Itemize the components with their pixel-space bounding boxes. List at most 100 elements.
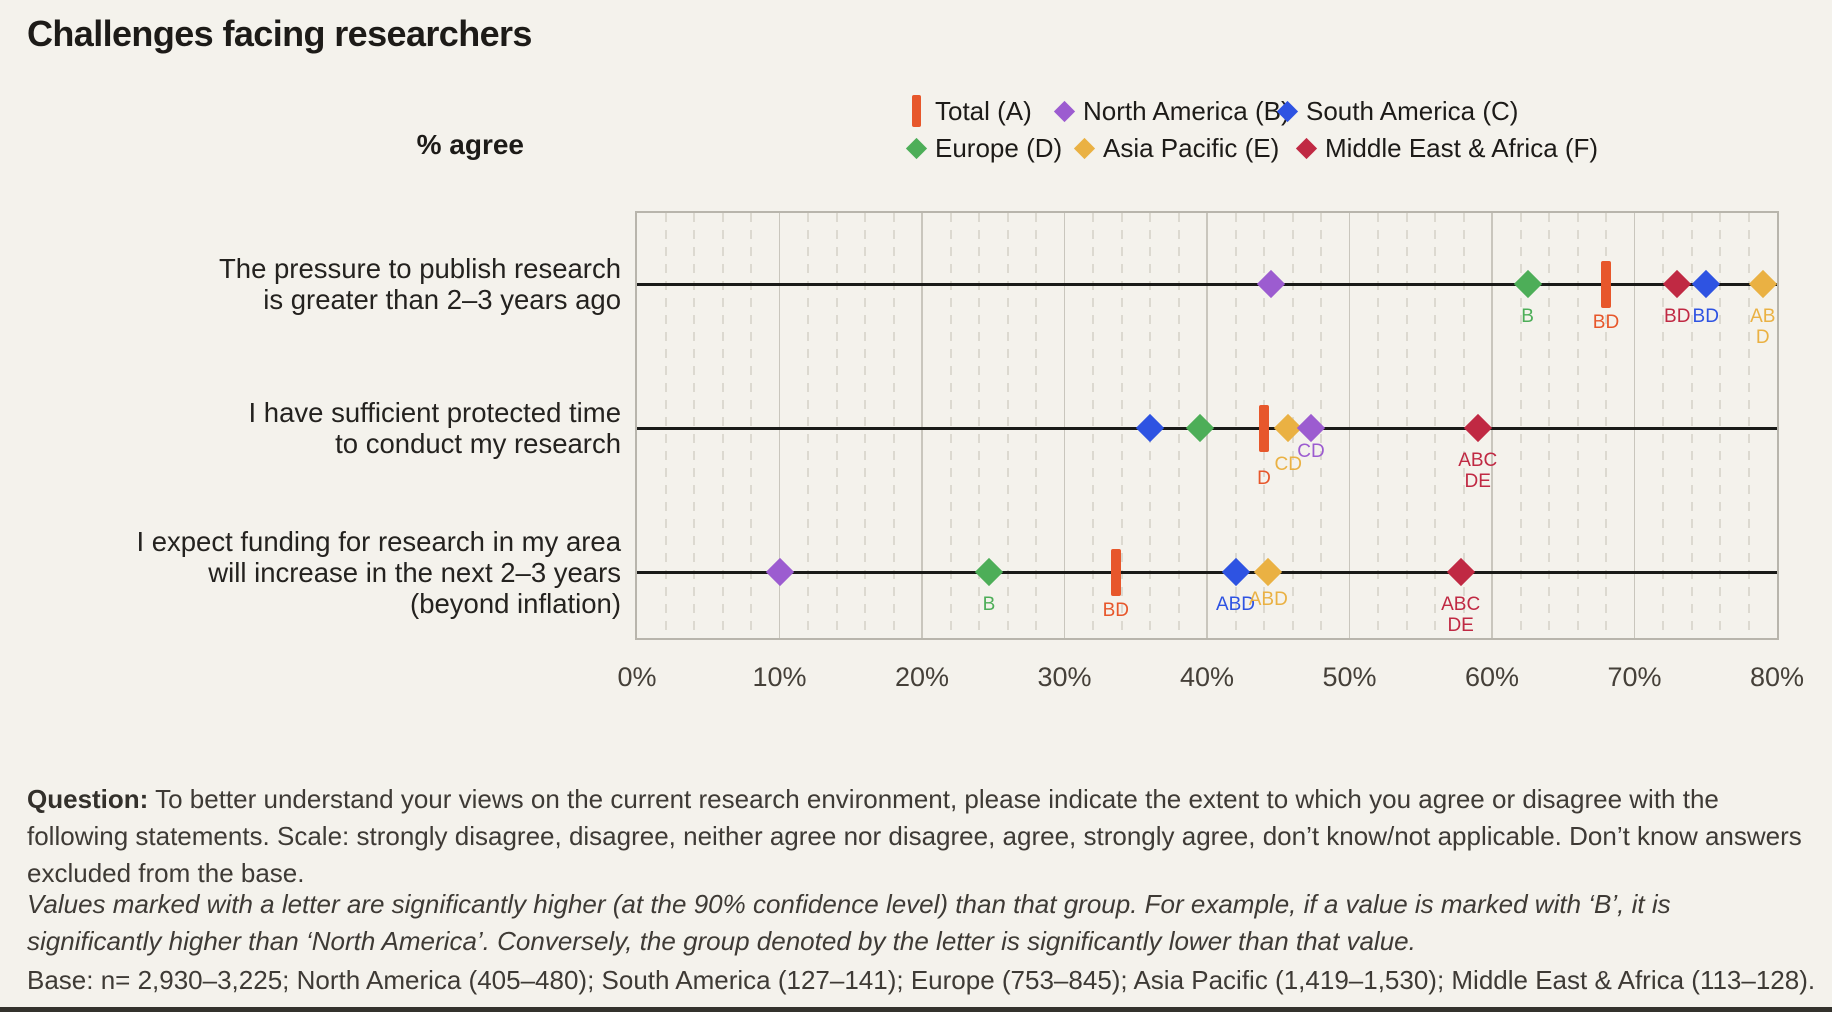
significance-letters-line: BD	[1102, 600, 1129, 621]
marker-diamond-f	[1446, 557, 1475, 587]
major-gridline	[1633, 213, 1635, 638]
significance-letters: B	[947, 594, 1031, 615]
marker-diamond-c	[1135, 413, 1165, 443]
major-gridline	[1491, 213, 1493, 638]
significance-note-line: significantly higher than ‘North America…	[27, 926, 1416, 956]
diamond-icon	[1053, 96, 1075, 126]
diamond-icon	[1073, 133, 1095, 163]
minor-gridline	[750, 213, 752, 638]
significance-letters: ABC DE	[1419, 594, 1503, 636]
minor-gridline	[1719, 213, 1721, 638]
minor-gridline	[1519, 213, 1522, 638]
dot-plot-area: B BD BD BD AB D D CD CD ABC DE B BD ABD ABD ABC DE 0% 10% 2…	[617, 211, 1804, 692]
base-note: Base: n= 2,930–3,225; North America (405…	[27, 965, 1816, 995]
statement-label-line: to conduct my research	[335, 428, 621, 459]
significance-letters-line: BD	[1692, 306, 1719, 327]
diamond-glyph	[1276, 100, 1298, 122]
major-gridline	[921, 213, 923, 638]
significance-letters-line: ABC	[1441, 594, 1481, 615]
legend-label: North America (B)	[1083, 95, 1290, 126]
minor-gridline	[1605, 213, 1607, 638]
bar-glyph	[911, 95, 921, 127]
significance-letters-line: CD	[1297, 441, 1325, 462]
significance-letters-line: D	[1257, 468, 1271, 489]
statement-label-line: The pressure to publish research	[218, 253, 621, 284]
marker-diamond-e	[1254, 557, 1283, 587]
significance-letters-line: B	[982, 594, 996, 615]
legend-label: Europe (D)	[935, 132, 1063, 163]
major-gridline	[778, 213, 780, 638]
x-axis-tick-label: 50%	[1322, 662, 1377, 692]
minor-gridline	[1747, 213, 1750, 638]
minor-gridline	[1576, 213, 1579, 638]
marker-diamond-f	[1663, 269, 1692, 299]
minor-gridline	[721, 213, 724, 638]
diamond-glyph	[1073, 137, 1095, 159]
question-note-line: following statements. Scale: strongly di…	[27, 821, 1802, 851]
statement-label-line: I expect funding for research in my area	[136, 525, 621, 557]
diamond-glyph	[1295, 137, 1317, 159]
minor-gridline	[1377, 213, 1379, 638]
significance-letters-line: ABD	[1215, 594, 1256, 615]
significance-letters-line: AB	[1750, 306, 1776, 327]
marker-diamond-e	[1748, 269, 1777, 299]
x-axis-tick-label: 20%	[894, 662, 950, 692]
marker-diamond-f	[1463, 413, 1492, 443]
minor-gridline	[1662, 213, 1664, 638]
minor-gridline	[1462, 213, 1465, 638]
marker-diamond-c	[1691, 269, 1720, 299]
legend-item-a: Total (A)	[905, 95, 1032, 127]
significance-letters: BD	[1664, 306, 1748, 327]
significance-letters-line: D	[1755, 327, 1770, 348]
axis-unit-label: % agree	[416, 129, 524, 160]
statement-label: The pressure to publish research is great…	[0, 253, 621, 315]
significance-letters: BD	[1564, 312, 1648, 333]
statement-label-line: (beyond inflation)	[410, 587, 621, 619]
legend-label: Total (A)	[935, 95, 1032, 126]
marker-total-bar	[1259, 404, 1269, 452]
marker-diamond-b	[1256, 269, 1286, 299]
legend-label: Middle East & Africa (F)	[1325, 132, 1599, 163]
minor-gridline	[1548, 213, 1550, 638]
significance-letters-line: DE	[1464, 471, 1491, 492]
minor-gridline	[664, 213, 667, 638]
bottom-edge-divider	[0, 1007, 1832, 1012]
minor-gridline	[892, 213, 895, 638]
major-gridline	[1063, 213, 1065, 638]
marker-diamond-d	[1513, 269, 1542, 299]
significance-letters: B	[1486, 306, 1570, 327]
x-axis-tick-label: 10%	[752, 662, 807, 692]
legend-item-f: Middle East & Africa (F)	[1295, 133, 1598, 163]
minor-gridline	[1035, 213, 1037, 638]
minor-gridline	[1234, 213, 1237, 638]
minor-gridline	[1177, 213, 1180, 638]
question-label: Question:	[27, 784, 149, 814]
minor-gridline	[864, 213, 866, 638]
question-note-line: Question: To better understand your view…	[27, 784, 1719, 814]
significance-letters-line: B	[1521, 306, 1534, 327]
minor-gridline	[978, 213, 980, 638]
marker-diamond-c	[1221, 557, 1250, 587]
diamond-glyph	[905, 137, 927, 159]
legend-item-c: South America (C)	[1276, 96, 1518, 126]
x-axis-tick-label: 40%	[1179, 662, 1235, 692]
minor-gridline	[1006, 213, 1009, 638]
statement-label: I expect funding for research in my area…	[0, 526, 621, 619]
minor-gridline	[1120, 213, 1123, 638]
diamond-glyph	[1053, 100, 1075, 122]
diamond-icon	[1295, 133, 1317, 163]
legend-item-d: Europe (D)	[905, 133, 1062, 163]
question-note-line: excluded from the base.	[27, 858, 305, 888]
minor-gridline	[1434, 213, 1436, 638]
minor-gridline	[1405, 213, 1408, 638]
significance-letters-line: DE	[1447, 615, 1474, 636]
significance-letters: CD	[1246, 454, 1330, 475]
significance-letters-line: ABC	[1458, 450, 1498, 471]
major-gridline	[1348, 213, 1350, 638]
question-note: Question: To better understand your view…	[27, 781, 1802, 892]
marker-diamond-b	[765, 557, 794, 587]
x-axis-tick-label: 70%	[1607, 662, 1662, 692]
significance-letters: ABC DE	[1436, 450, 1520, 492]
